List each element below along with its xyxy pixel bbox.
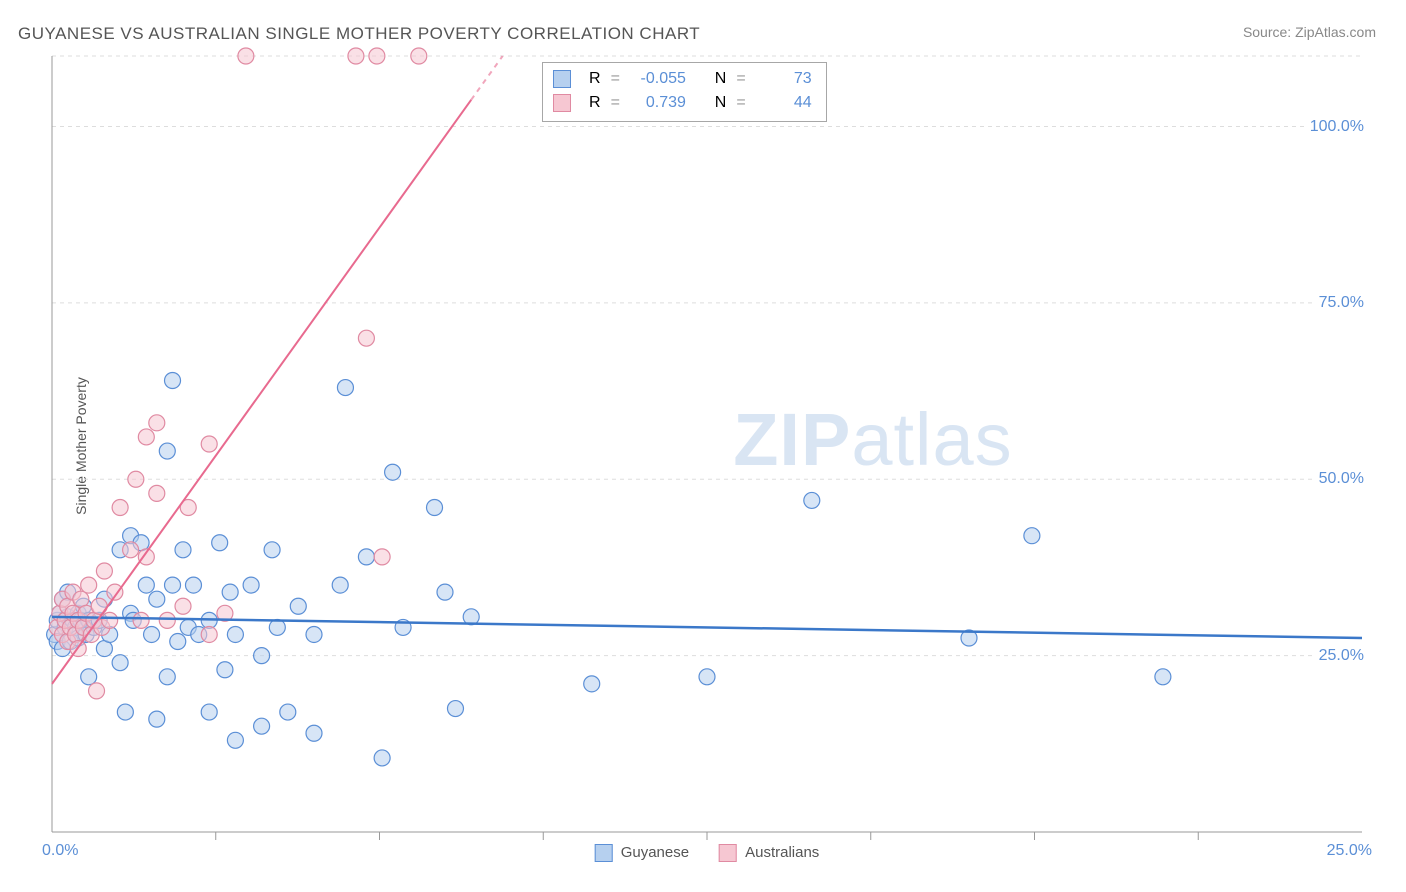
chart-title: GUYANESE VS AUSTRALIAN SINGLE MOTHER POV… — [18, 24, 700, 44]
x-tick-25: 25.0% — [1327, 842, 1372, 860]
stats-row-guyanese: R = -0.055 N = 73 — [553, 67, 812, 91]
y-tick-label: 75.0% — [1315, 294, 1368, 312]
legend-item-australians: Australians — [719, 844, 819, 862]
y-tick-label: 50.0% — [1315, 470, 1368, 488]
legend-swatch-guyanese — [595, 844, 613, 862]
scatter-svg — [52, 56, 1362, 832]
y-tick-label: 25.0% — [1315, 647, 1368, 665]
y-tick-label: 100.0% — [1306, 118, 1368, 136]
stats-row-australians: R = 0.739 N = 44 — [553, 91, 812, 115]
legend-item-guyanese: Guyanese — [595, 844, 689, 862]
source-label: Source: ZipAtlas.com — [1243, 24, 1376, 40]
stats-swatch-guyanese — [553, 70, 571, 88]
chart-container: GUYANESE VS AUSTRALIAN SINGLE MOTHER POV… — [0, 0, 1406, 892]
legend-swatch-australians — [719, 844, 737, 862]
stats-box: R = -0.055 N = 73 R = 0.739 N = 44 — [542, 62, 827, 122]
x-axis-legend: Guyanese Australians — [595, 844, 820, 862]
x-tick-0: 0.0% — [42, 842, 78, 860]
stats-swatch-australians — [553, 94, 571, 112]
plot-area: ZIPatlas 25.0%50.0%75.0%100.0% 0.0% 25.0… — [52, 56, 1362, 832]
